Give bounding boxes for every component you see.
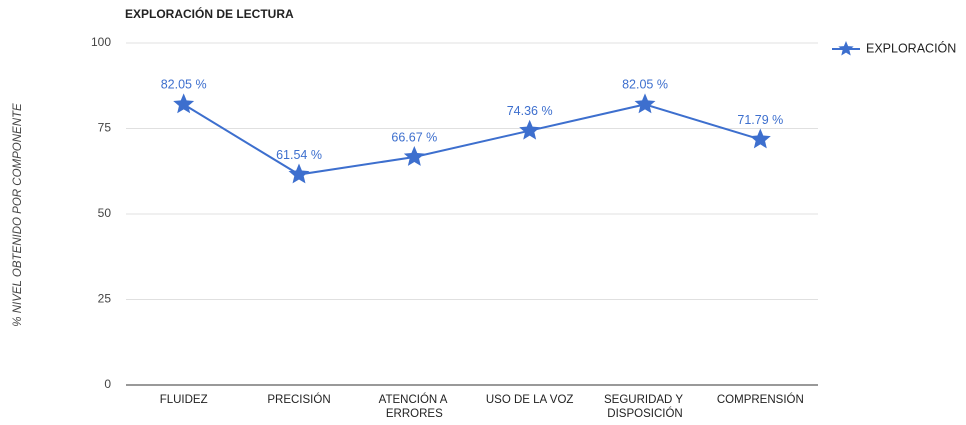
star-marker [403, 145, 425, 166]
x-tick-label: SEGURIDAD Y DISPOSICIÓN [604, 394, 686, 420]
x-tick-label: COMPRENSIÓN [717, 393, 804, 406]
star-marker [749, 128, 771, 149]
y-tick-label: 50 [98, 206, 112, 220]
series-line [183, 103, 761, 176]
x-tick-label: FLUIDEZ [160, 394, 208, 406]
legend-label: EXPLORACIÓN [866, 40, 956, 55]
y-tick-label: 100 [91, 35, 111, 49]
star-marker [288, 163, 310, 184]
chart-title: EXPLORACIÓN DE LECTURA [125, 6, 294, 21]
data-label: 82.05 % [622, 78, 668, 92]
y-tick-label: 0 [104, 377, 111, 391]
star-marker [519, 119, 541, 140]
x-tick-label: PRECISIÓN [267, 393, 330, 406]
data-label: 66.67 % [391, 130, 437, 144]
data-label: 61.54 % [276, 148, 322, 162]
data-label: 74.36 % [507, 104, 553, 118]
data-label: 71.79 % [737, 113, 783, 127]
legend-marker [838, 41, 854, 56]
x-tick-label: ATENCIÓN A ERRORES [379, 393, 450, 420]
y-tick-label: 25 [98, 292, 112, 306]
data-label: 82.05 % [161, 78, 207, 92]
y-tick-label: 75 [98, 121, 112, 135]
y-axis-label: % NIVEL OBTENIDO POR COMPONENTE [12, 103, 24, 327]
star-marker [173, 93, 195, 114]
x-tick-label: USO DE LA VOZ [486, 394, 574, 406]
star-marker [634, 93, 656, 114]
